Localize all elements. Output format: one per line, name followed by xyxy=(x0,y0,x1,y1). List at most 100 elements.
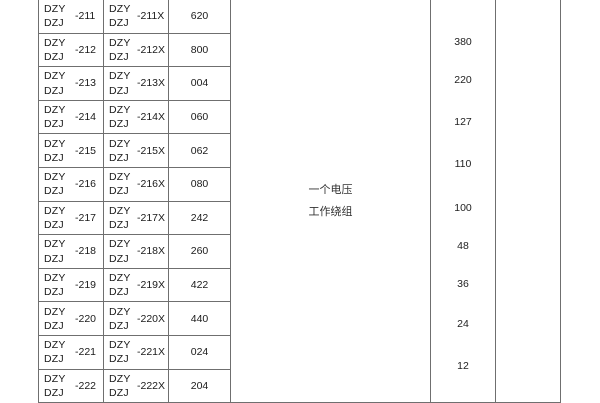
voltage-item: 220 xyxy=(454,73,472,86)
model-prefix-stack: DZY DZJ xyxy=(44,103,66,131)
spec-table-body: DZY DZJ -211 DZY DZJ -211X 620 一个电压 工作绕组 xyxy=(38,0,561,403)
code-cell: 242 xyxy=(168,200,231,236)
model-prefix-top: DZY xyxy=(44,238,66,251)
model-code-primary-cell: DZY DZJ -217 xyxy=(38,200,104,236)
model-prefix-stack: DZY DZJ xyxy=(109,237,131,265)
model-code-secondary-cell: DZY DZJ -214X xyxy=(103,99,169,135)
model-prefix-stack: DZY DZJ xyxy=(44,137,66,165)
model-prefix-bottom: DZJ xyxy=(109,185,129,198)
table-row: DZY DZJ -215 DZY DZJ -215X 062 xyxy=(38,133,561,168)
voltage-list: 380 220 127 110 100 48 36 24 12 xyxy=(431,0,495,402)
model-suffix: -218 xyxy=(75,245,97,258)
model-suffix: -212X xyxy=(137,43,166,56)
model-prefix-top: DZY xyxy=(44,271,66,284)
winding-label-line-2: 工作绕组 xyxy=(308,205,353,219)
model-code-secondary-cell: DZY DZJ -221X xyxy=(103,334,169,370)
model-prefix-top: DZY xyxy=(109,3,131,16)
model-prefix-stack: DZY DZJ xyxy=(109,170,131,198)
model-prefix-stack: DZY DZJ xyxy=(109,2,131,30)
model-code-secondary-cell: DZY DZJ -220X xyxy=(103,301,169,336)
model-prefix-bottom: DZJ xyxy=(109,17,129,30)
model-prefix-stack: DZY DZJ xyxy=(109,338,131,366)
table-row: DZY DZJ -219 DZY DZJ -219X 422 xyxy=(38,267,561,303)
code-cell: 024 xyxy=(168,334,231,370)
model-prefix-top: DZY xyxy=(44,70,66,83)
table-row: DZY DZJ -218 DZY DZJ -218X 260 xyxy=(38,234,561,269)
model-prefix-stack: DZY DZJ xyxy=(44,237,66,265)
model-code-primary-cell: DZY DZJ -214 xyxy=(38,99,104,135)
model-code-primary-cell: DZY DZJ -215 xyxy=(38,133,104,168)
code-cell: 620 xyxy=(168,0,231,34)
model-prefix-bottom: DZJ xyxy=(44,286,64,299)
model-prefix-bottom: DZJ xyxy=(44,50,64,63)
voltage-item: 100 xyxy=(454,201,472,214)
model-prefix-stack: DZY DZJ xyxy=(109,36,131,64)
model-prefix-top: DZY xyxy=(109,305,131,318)
model-suffix: -219 xyxy=(75,279,97,292)
model-code-primary-cell: DZY DZJ -211 xyxy=(38,0,104,34)
voltage-item: 36 xyxy=(457,277,469,290)
code-cell: 440 xyxy=(168,301,231,336)
code-cell: 004 xyxy=(168,66,231,101)
code-cell: 060 xyxy=(168,99,231,135)
model-prefix-stack: DZY DZJ xyxy=(109,204,131,232)
model-code-primary-cell: DZY DZJ -218 xyxy=(38,234,104,269)
voltage-item: 48 xyxy=(457,240,469,253)
model-prefix-top: DZY xyxy=(109,103,131,116)
model-prefix-top: DZY xyxy=(44,103,66,116)
model-prefix-bottom: DZJ xyxy=(109,218,129,231)
model-suffix: -211 xyxy=(75,10,96,23)
model-prefix-top: DZY xyxy=(44,204,66,217)
model-prefix-stack: DZY DZJ xyxy=(109,103,131,131)
model-prefix-bottom: DZJ xyxy=(109,50,129,63)
model-prefix-stack: DZY DZJ xyxy=(44,271,66,299)
model-code-secondary-cell: DZY DZJ -212X xyxy=(103,32,169,68)
model-suffix: -222 xyxy=(75,379,97,392)
table-row: DZY DZJ -212 DZY DZJ -212X 800 xyxy=(38,32,561,68)
model-prefix-stack: DZY DZJ xyxy=(109,137,131,165)
model-prefix-top: DZY xyxy=(109,271,131,284)
model-prefix-top: DZY xyxy=(109,137,131,150)
model-suffix: -214X xyxy=(137,111,166,124)
table-row: DZY DZJ -221 DZY DZJ -221X 024 xyxy=(38,334,561,370)
table-row: DZY DZJ -217 DZY DZJ -217X 242 xyxy=(38,200,561,236)
model-prefix-bottom: DZJ xyxy=(44,151,64,164)
model-code-primary-cell: DZY DZJ -212 xyxy=(38,32,104,68)
model-prefix-stack: DZY DZJ xyxy=(109,304,131,332)
model-prefix-top: DZY xyxy=(109,70,131,83)
table-row: DZY DZJ -220 DZY DZJ -220X 440 xyxy=(38,301,561,336)
model-suffix: -212 xyxy=(75,43,97,56)
model-suffix: -221X xyxy=(137,346,166,359)
model-prefix-bottom: DZJ xyxy=(44,386,64,399)
voltage-item: 110 xyxy=(454,158,472,171)
model-prefix-bottom: DZJ xyxy=(44,319,64,332)
model-prefix-stack: DZY DZJ xyxy=(109,372,131,400)
model-suffix: -216X xyxy=(137,178,166,191)
model-prefix-top: DZY xyxy=(109,372,131,385)
model-prefix-top: DZY xyxy=(109,171,131,184)
model-code-primary-cell: DZY DZJ -213 xyxy=(38,66,104,101)
model-prefix-stack: DZY DZJ xyxy=(44,69,66,97)
blank-column-cell xyxy=(495,0,561,403)
model-prefix-stack: DZY DZJ xyxy=(44,36,66,64)
model-prefix-stack: DZY DZJ xyxy=(44,204,66,232)
model-code-primary-cell: DZY DZJ -219 xyxy=(38,267,104,303)
model-suffix: -220X xyxy=(137,312,166,325)
model-suffix: -221 xyxy=(75,346,97,359)
voltage-item: 127 xyxy=(454,116,472,129)
model-prefix-top: DZY xyxy=(44,137,66,150)
model-code-secondary-cell: DZY DZJ -219X xyxy=(103,267,169,303)
model-prefix-stack: DZY DZJ xyxy=(109,69,131,97)
model-prefix-bottom: DZJ xyxy=(109,84,129,97)
model-suffix: -213X xyxy=(137,77,166,90)
model-code-secondary-cell: DZY DZJ -222X xyxy=(103,368,169,403)
model-prefix-bottom: DZJ xyxy=(44,185,64,198)
model-code-primary-cell: DZY DZJ -216 xyxy=(38,166,104,202)
model-code-secondary-cell: DZY DZJ -213X xyxy=(103,66,169,101)
model-prefix-bottom: DZJ xyxy=(109,151,129,164)
model-code-primary-cell: DZY DZJ -221 xyxy=(38,334,104,370)
model-suffix: -219X xyxy=(137,279,166,292)
code-cell: 204 xyxy=(168,368,231,403)
model-prefix-stack: DZY DZJ xyxy=(109,271,131,299)
model-prefix-bottom: DZJ xyxy=(44,353,64,366)
